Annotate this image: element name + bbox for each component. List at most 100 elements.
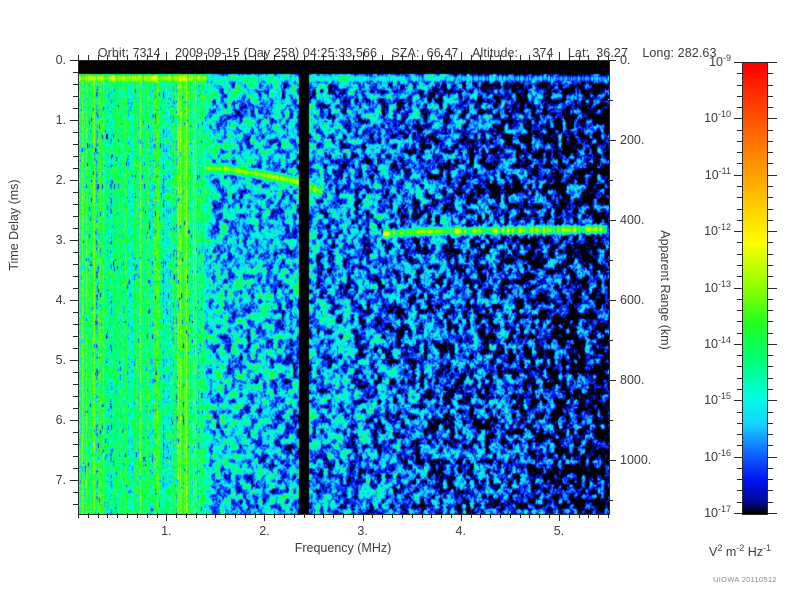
y-tick-left [73, 84, 78, 85]
x-tick-top [401, 55, 403, 60]
y-tick-left [73, 72, 78, 73]
x-tick-top [225, 55, 227, 60]
y-tick-label-right: 800. [620, 373, 645, 388]
x-tick [441, 513, 443, 518]
colorbar-tick-right [767, 422, 773, 424]
colorbar-tick [737, 163, 742, 165]
colorbar-tick-right [767, 298, 773, 300]
colorbar-tick-right [767, 163, 773, 165]
y-tick-right [608, 220, 616, 222]
x-tick [127, 513, 129, 518]
x-tick [97, 513, 99, 518]
x-tick-top [78, 55, 79, 60]
x-tick [362, 513, 364, 521]
x-tick-top [127, 55, 129, 60]
x-tick-top [539, 55, 541, 60]
x-tick-top [136, 55, 138, 60]
colorbar-tick [737, 422, 742, 424]
colorbar-tick-right [767, 287, 777, 289]
y-tick-label-right: 0. [620, 53, 631, 67]
x-tick-top [293, 55, 295, 60]
x-tick-top [205, 55, 207, 60]
colorbar-tick [737, 140, 742, 142]
x-tick [401, 513, 403, 518]
x-tick-top [608, 55, 609, 60]
ionogram-heatmap [79, 61, 609, 514]
y-tick-left [73, 132, 78, 133]
y-tick-right [608, 100, 613, 102]
x-tick-top [431, 55, 433, 60]
x-tick [244, 513, 246, 518]
y-tick-left [73, 288, 78, 289]
colorbar-tick-right [767, 242, 773, 244]
ionogram-plot-frame [78, 60, 610, 515]
y-tick-left [73, 144, 78, 145]
y-tick-right [608, 300, 616, 302]
colorbar-tick [737, 298, 742, 300]
colorbar-tick [734, 62, 742, 63]
x-tick-top [549, 55, 551, 60]
colorbar-tick [737, 388, 742, 390]
x-tick-top [519, 55, 521, 60]
y-tick-left [70, 60, 78, 61]
colorbar-tick-right [767, 377, 773, 379]
x-tick [608, 513, 609, 518]
colorbar-tick-right [767, 434, 773, 436]
y-tick-left [73, 348, 78, 349]
x-tick [450, 513, 452, 518]
x-tick-label: 1. [161, 524, 172, 538]
y-tick-left [73, 168, 78, 169]
colorbar-tick-right [767, 355, 773, 357]
colorbar-tick [737, 310, 742, 312]
y-tick-label-left: 1. [55, 113, 66, 127]
colorbar-tick-label: 10-12 [704, 221, 731, 239]
x-tick-top [441, 55, 443, 60]
y-tick-left [70, 480, 78, 481]
x-tick-label: 5. [553, 524, 565, 538]
x-tick-top [313, 55, 315, 60]
colorbar-tick-right [767, 197, 773, 199]
y-tick-left [70, 180, 78, 181]
x-tick-label: 3. [357, 524, 368, 538]
x-tick [392, 513, 394, 518]
colorbar-tick-label: 10-11 [704, 165, 731, 182]
x-tick [519, 513, 521, 518]
x-tick [343, 513, 344, 518]
x-tick-top [87, 55, 89, 60]
colorbar-tick-label: 10-17 [704, 503, 731, 520]
colorbar-tick-right [767, 490, 773, 492]
y-tick-left [70, 300, 78, 301]
x-tick [146, 513, 148, 518]
x-tick-top [588, 55, 590, 60]
x-tick-top [558, 52, 560, 60]
colorbar-tick-label: 10-13 [704, 278, 731, 295]
colorbar-tick [734, 343, 742, 345]
x-tick-top [176, 55, 178, 60]
colorbar-tick-right [767, 332, 773, 334]
x-tick-top [598, 55, 600, 60]
colorbar-gradient [743, 63, 767, 514]
colorbar-tick [734, 231, 742, 233]
x-tick-top [97, 55, 99, 60]
x-tick [333, 513, 335, 518]
x-tick [421, 513, 423, 518]
colorbar-tick [734, 118, 742, 120]
colorbar-tick [737, 152, 742, 154]
x-tick-top [235, 55, 237, 60]
colorbar-tick-label: 10-15 [704, 391, 731, 408]
colorbar-tick-right [767, 276, 773, 278]
colorbar-tick [737, 219, 742, 221]
colorbar-tick-label: 10-14 [704, 334, 731, 351]
x-tick-top [362, 52, 364, 60]
x-tick-top [323, 55, 325, 60]
colorbar-tick [737, 129, 742, 131]
y-tick-left [73, 396, 78, 397]
x-tick [117, 513, 119, 518]
colorbar-tick [737, 84, 742, 86]
colorbar-tick-right [767, 310, 773, 312]
colorbar-tick-right [767, 186, 773, 188]
y-tick-left [70, 420, 78, 421]
y-tick-label-right: 200. [620, 133, 645, 148]
y-tick-left [73, 372, 78, 373]
